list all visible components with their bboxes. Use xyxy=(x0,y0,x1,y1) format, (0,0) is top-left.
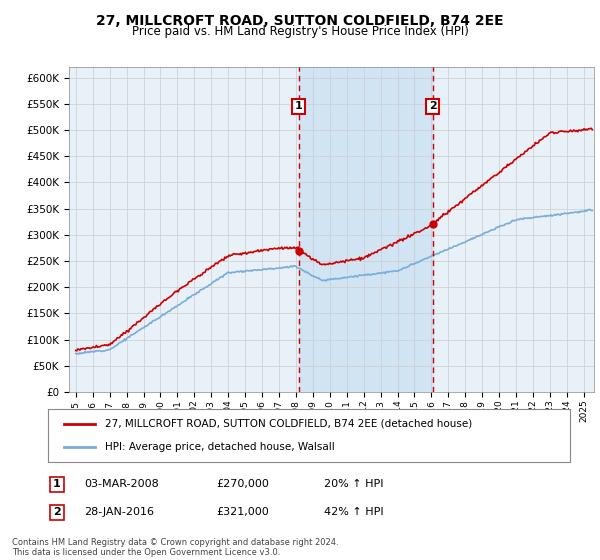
Text: 27, MILLCROFT ROAD, SUTTON COLDFIELD, B74 2EE (detached house): 27, MILLCROFT ROAD, SUTTON COLDFIELD, B7… xyxy=(106,419,473,429)
Text: Price paid vs. HM Land Registry's House Price Index (HPI): Price paid vs. HM Land Registry's House … xyxy=(131,25,469,38)
Text: 1: 1 xyxy=(53,479,61,489)
Text: £321,000: £321,000 xyxy=(216,507,269,517)
Text: £270,000: £270,000 xyxy=(216,479,269,489)
Text: 42% ↑ HPI: 42% ↑ HPI xyxy=(324,507,383,517)
Text: HPI: Average price, detached house, Walsall: HPI: Average price, detached house, Wals… xyxy=(106,442,335,452)
Text: 2: 2 xyxy=(429,101,436,111)
Text: Contains HM Land Registry data © Crown copyright and database right 2024.
This d: Contains HM Land Registry data © Crown c… xyxy=(12,538,338,557)
Text: 1: 1 xyxy=(295,101,302,111)
Text: 20% ↑ HPI: 20% ↑ HPI xyxy=(324,479,383,489)
Text: 03-MAR-2008: 03-MAR-2008 xyxy=(84,479,159,489)
Bar xyxy=(299,67,433,392)
Text: 27, MILLCROFT ROAD, SUTTON COLDFIELD, B74 2EE: 27, MILLCROFT ROAD, SUTTON COLDFIELD, B7… xyxy=(96,14,504,28)
Text: 28-JAN-2016: 28-JAN-2016 xyxy=(84,507,154,517)
Text: 2: 2 xyxy=(53,507,61,517)
